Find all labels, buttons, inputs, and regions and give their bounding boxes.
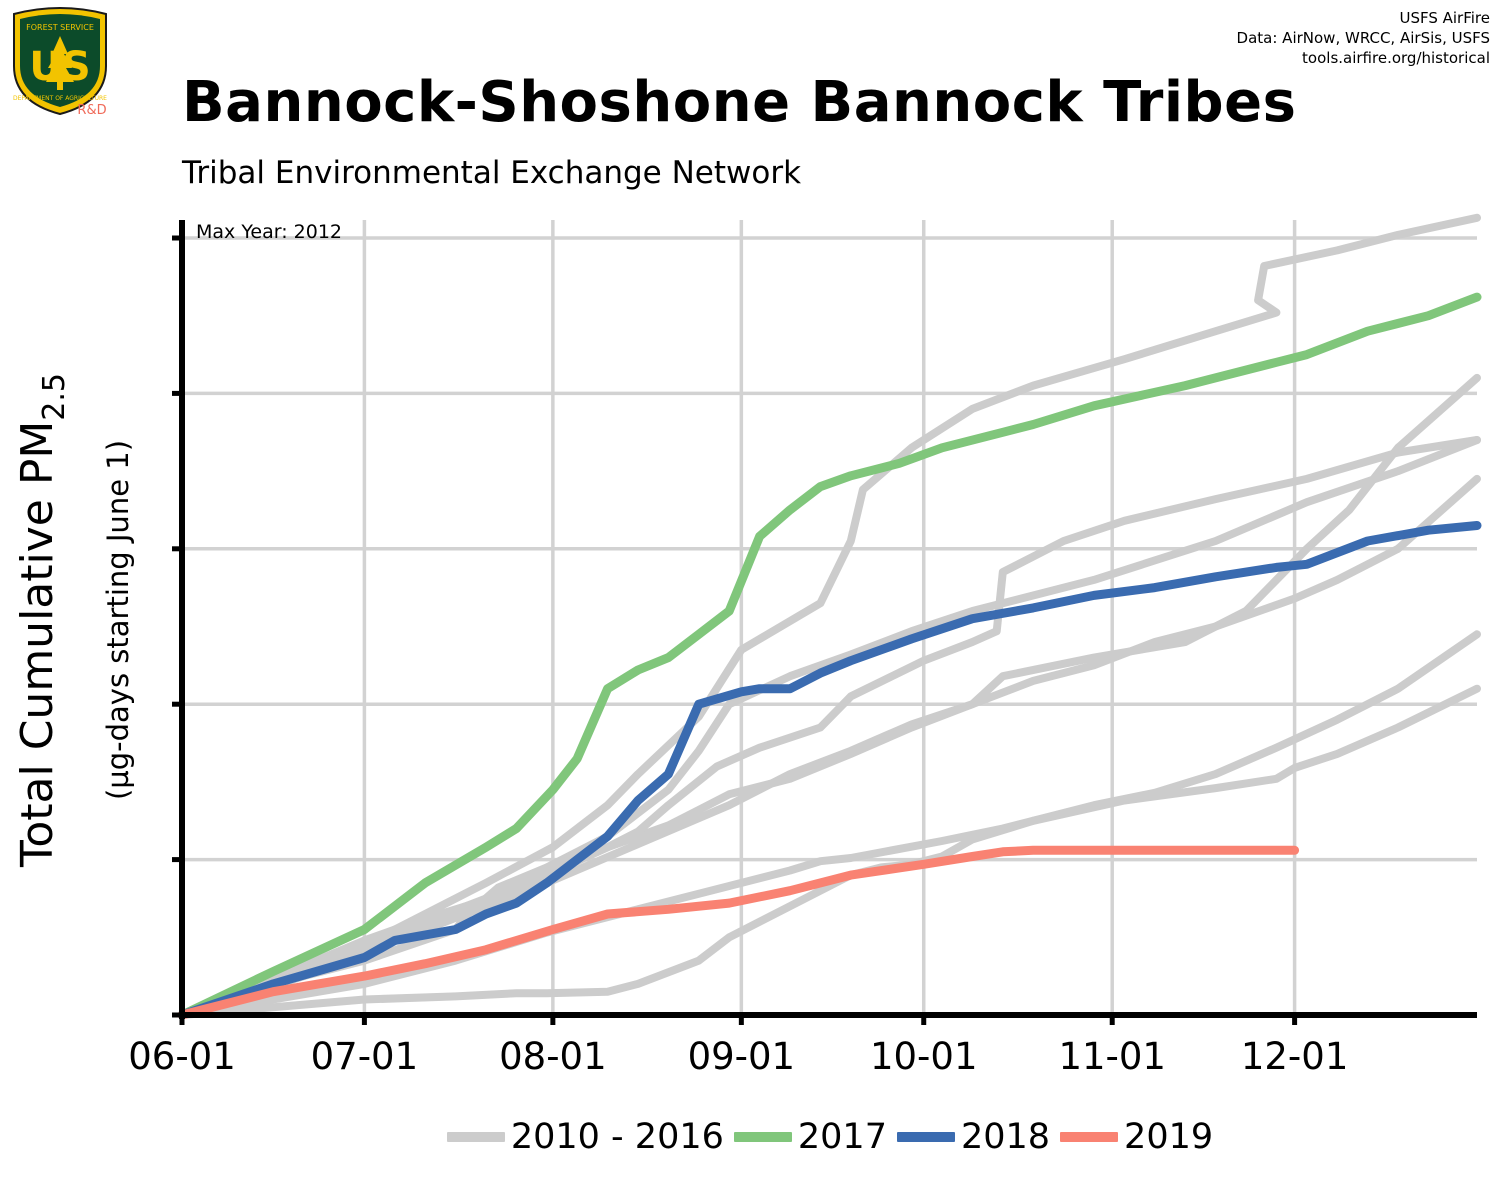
attribution-line: tools.airfire.org/historical bbox=[1302, 49, 1490, 67]
page-title: Bannock-Shoshone Bannock Tribes bbox=[182, 70, 1297, 135]
page-subtitle: Tribal Environmental Exchange Network bbox=[182, 155, 802, 191]
legend-swatch bbox=[733, 1132, 792, 1142]
chart-legend: 2010 - 2016 2017 2018 2019 bbox=[0, 1112, 1500, 1162]
series-line-y2018 bbox=[177, 521, 1482, 1020]
legend-item-2017: 2017 bbox=[733, 1117, 887, 1157]
usfs-shield-graphic: FOREST SERVICE US DEPARTMENT OF AGRICULT… bbox=[13, 7, 107, 118]
x-tick-label: 07-01 bbox=[311, 1035, 419, 1078]
attribution-line: USFS AirFire bbox=[1399, 9, 1490, 27]
legend-label: 2010 - 2016 bbox=[510, 1117, 724, 1157]
logo-top-text: FOREST SERVICE bbox=[26, 23, 94, 32]
logo-bottom-text: DEPARTMENT OF AGRICULTURE bbox=[13, 95, 107, 102]
legend-label: 2017 bbox=[797, 1117, 887, 1157]
y-axis-label-main: Total Cumulative PM2.5 bbox=[12, 373, 72, 868]
series-line-historical bbox=[178, 436, 1481, 1019]
legend-swatch bbox=[896, 1132, 955, 1142]
y-axis-units-label: (µg-days starting June 1) bbox=[101, 440, 135, 800]
max-year-annotation: Max Year: 2012 bbox=[196, 221, 342, 243]
x-tick-label: 06-01 bbox=[128, 1035, 236, 1078]
series-line-historical bbox=[178, 474, 1481, 1019]
series-line-historical bbox=[178, 436, 1481, 1019]
chart-axes: 06-01 07-01 08-01 09-01 10-01 11-01 12-01 bbox=[128, 220, 1477, 1078]
y-axis-label: Total Cumulative PM2.5 bbox=[12, 373, 72, 868]
x-tick-label: 12-01 bbox=[1241, 1035, 1349, 1078]
x-tick-label: 11-01 bbox=[1058, 1035, 1166, 1078]
series-line-historical bbox=[178, 213, 1481, 1019]
legend-item-2019: 2019 bbox=[1060, 1117, 1213, 1157]
legend-item-2018: 2018 bbox=[896, 1117, 1051, 1157]
legend-label: 2018 bbox=[960, 1117, 1051, 1157]
usfs-shield-icon: FOREST SERVICE US DEPARTMENT OF AGRICULT… bbox=[6, 6, 114, 118]
legend-swatch bbox=[1060, 1132, 1119, 1142]
chart-lines bbox=[177, 213, 1482, 1020]
series-line-y2017 bbox=[177, 292, 1482, 1020]
legend-swatch bbox=[446, 1132, 505, 1142]
chart-grid bbox=[182, 220, 1477, 1015]
logo-tag: R&D bbox=[77, 103, 106, 118]
series-line-y2019 bbox=[177, 845, 1300, 1020]
legend-item-historical: 2010 - 2016 bbox=[446, 1117, 724, 1157]
x-tick-label: 08-01 bbox=[499, 1035, 607, 1078]
attribution-line: Data: AirNow, WRCC, AirSis, USFS bbox=[1236, 29, 1490, 47]
attribution: USFS AirFire Data: AirNow, WRCC, AirSis,… bbox=[1237, 8, 1490, 68]
legend-label: 2019 bbox=[1124, 1117, 1214, 1157]
x-tick-label: 10-01 bbox=[870, 1035, 978, 1078]
x-tick-label: 09-01 bbox=[688, 1035, 796, 1078]
